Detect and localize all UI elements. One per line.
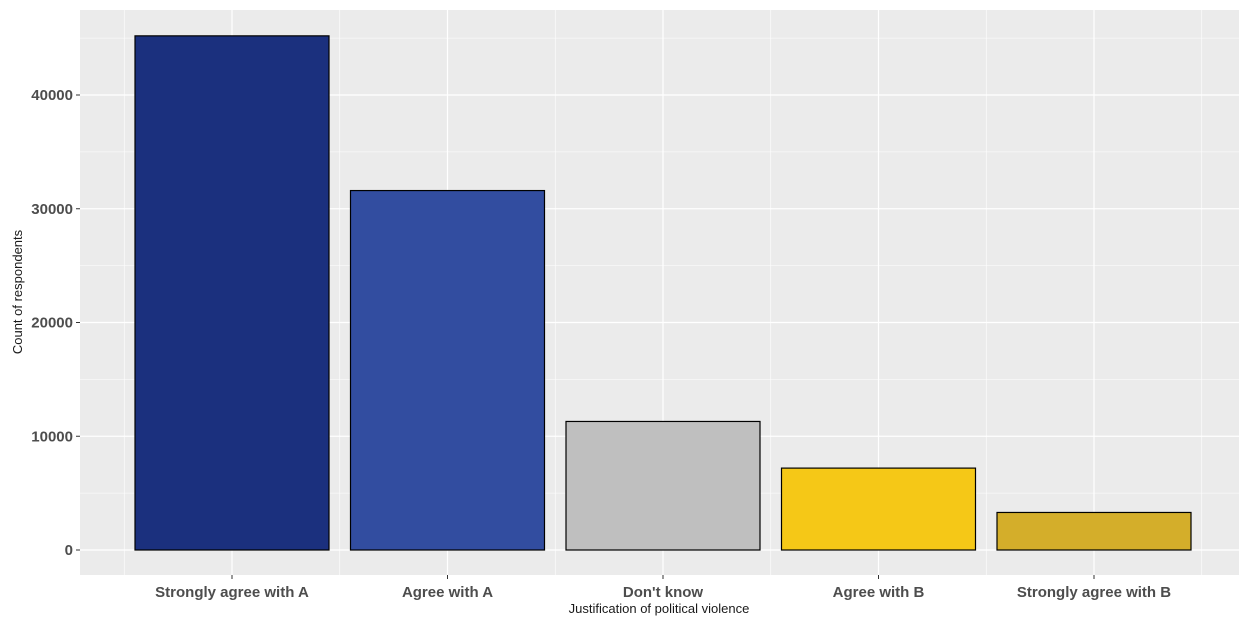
x-axis-title: Justification of political violence bbox=[569, 601, 750, 616]
x-tick-label: Strongly agree with B bbox=[1017, 584, 1171, 601]
bars bbox=[134, 35, 1192, 551]
x-tick-label: Agree with A bbox=[402, 584, 493, 601]
y-tick-label: 20000 bbox=[31, 315, 73, 332]
x-tick-label: Agree with B bbox=[833, 584, 925, 601]
x-tick-label: Don't know bbox=[623, 584, 704, 601]
y-tick-label: 10000 bbox=[31, 428, 73, 445]
bar bbox=[134, 35, 330, 551]
bar bbox=[349, 189, 546, 551]
x-tick-label: Strongly agree with A bbox=[155, 584, 309, 601]
bar bbox=[565, 420, 761, 551]
y-tick-label: 0 bbox=[65, 542, 73, 559]
y-tick-label: 40000 bbox=[31, 87, 73, 104]
bar bbox=[780, 467, 977, 551]
x-axis: Strongly agree with A Agree with A Don't k… bbox=[155, 575, 1171, 601]
bar bbox=[996, 511, 1192, 551]
y-tick-label: 30000 bbox=[31, 201, 73, 218]
y-axis: 0 10000 20000 30000 40000 bbox=[31, 87, 80, 559]
y-axis-title: Count of respondents bbox=[10, 229, 25, 354]
